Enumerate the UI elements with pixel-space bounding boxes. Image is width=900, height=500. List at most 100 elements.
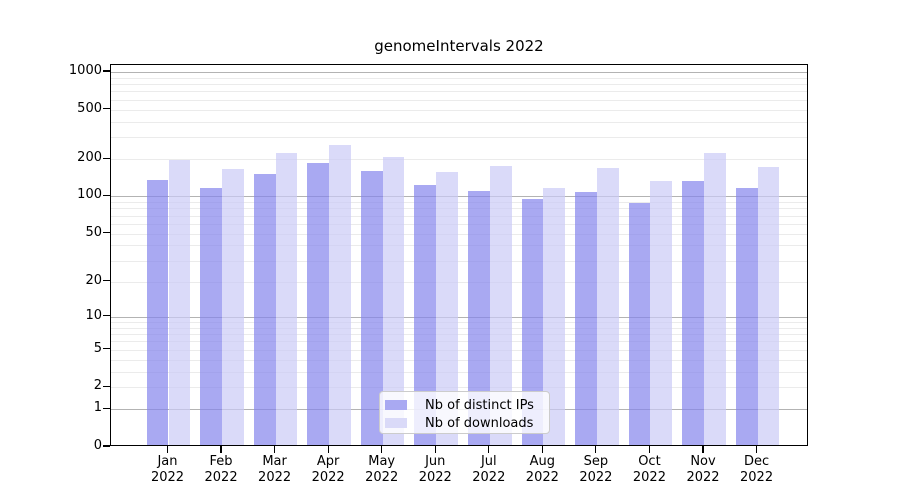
x-tick-label-jul: Jul 2022 [472, 454, 506, 485]
gridline-800 [111, 84, 807, 86]
y-tick-mark [103, 157, 110, 159]
gridline-600 [111, 99, 807, 101]
x-tick-mark [648, 446, 651, 453]
bar-distinct-ips-dec [735, 187, 758, 445]
bar-distinct-ips-aug [521, 198, 544, 445]
y-tick-mark [103, 445, 110, 447]
y-tick-label-5: 5 [93, 340, 102, 356]
y-tick-label-1000: 1000 [68, 62, 102, 78]
bar-distinct-ips-jan [146, 179, 169, 445]
gridline-70 [111, 215, 807, 217]
bar-downloads-aug [543, 188, 566, 445]
bar-downloads-apr [329, 145, 351, 445]
x-tick-label-jun: Jun 2022 [418, 454, 452, 485]
y-tick-label-50: 50 [85, 224, 102, 240]
x-tick-label-sep: Sep 2022 [579, 454, 613, 485]
plot-area [110, 64, 808, 446]
x-tick-label-feb: Feb 2022 [204, 454, 238, 485]
gridline-700 [111, 91, 807, 93]
y-tick-label-1: 1 [93, 400, 102, 416]
gridline-40 [111, 245, 807, 247]
bar-downloads-jul [489, 165, 512, 445]
gridline-1000 [111, 71, 807, 73]
bar-downloads-mar [275, 152, 298, 445]
y-tick-label-0: 0 [93, 438, 102, 453]
gridline-60 [111, 223, 807, 225]
x-tick-mark [220, 446, 222, 453]
y-tick-mark [103, 231, 110, 234]
y-tick-label-200: 200 [77, 150, 102, 166]
bar-downloads-jan [168, 160, 191, 445]
bar-distinct-ips-sep [575, 192, 597, 445]
gridline-50 [111, 233, 807, 235]
bar-downloads-oct [650, 181, 673, 445]
bar-downloads-feb [222, 169, 244, 445]
bar-downloads-sep [596, 168, 619, 445]
legend-row-downloads: Nb of downloads [385, 415, 534, 431]
x-tick-label-aug: Aug 2022 [525, 454, 559, 485]
x-tick-mark [488, 446, 490, 453]
y-tick-label-2: 2 [93, 378, 102, 394]
x-tick-label-mar: Mar 2022 [258, 454, 292, 485]
x-tick-mark [327, 446, 329, 453]
bar-distinct-ips-jul [468, 190, 490, 445]
x-tick-label-dec: Dec 2022 [740, 454, 774, 485]
bar-distinct-ips-apr [307, 163, 330, 445]
x-tick-label-apr: Apr 2022 [311, 454, 345, 485]
gridline-7 [111, 334, 807, 336]
gridline-8 [111, 327, 807, 329]
bar-downloads-nov [704, 152, 726, 445]
x-tick-mark [166, 446, 169, 453]
bar-downloads-may [382, 157, 405, 445]
gridline-4 [111, 359, 807, 361]
gridline-2 [111, 387, 807, 389]
y-tick-label-500: 500 [77, 100, 102, 116]
gridline-300 [111, 137, 807, 139]
gridline-900 [111, 77, 807, 79]
gridline-30 [111, 260, 807, 262]
bar-distinct-ips-feb [200, 187, 223, 445]
y-tick-mark [103, 280, 110, 282]
y-tick-mark [103, 194, 110, 197]
y-tick-mark [103, 407, 110, 409]
legend-swatch-distinct-ips [385, 400, 407, 410]
x-tick-mark [274, 446, 276, 453]
y-tick-mark [103, 107, 110, 110]
gridline-9 [111, 322, 807, 323]
legend-row-distinct-ips: Nb of distinct IPs [385, 398, 534, 413]
bar-distinct-ips-mar [253, 174, 276, 445]
gridline-5 [111, 349, 807, 351]
x-tick-label-nov: Nov 2022 [686, 454, 720, 485]
gridline-400 [111, 121, 807, 123]
gridline-20 [111, 281, 807, 283]
x-tick-label-may: May 2022 [365, 454, 399, 485]
gridline-3 [111, 371, 807, 373]
x-tick-mark [434, 446, 436, 453]
x-tick-mark [595, 446, 597, 453]
bar-distinct-ips-oct [628, 202, 651, 445]
x-tick-label-jan: Jan 2022 [150, 454, 185, 485]
legend-label-downloads: Nb of downloads [425, 415, 534, 431]
bar-distinct-ips-nov [682, 180, 704, 445]
bar-distinct-ips-jun [414, 185, 437, 445]
chart-title: genomeIntervals 2022 [374, 37, 544, 55]
bar-distinct-ips-may [360, 170, 383, 445]
y-tick-mark [103, 348, 110, 350]
x-tick-mark [702, 446, 704, 453]
y-tick-mark [103, 70, 110, 72]
bar-downloads-jun [436, 171, 459, 445]
y-tick-label-100: 100 [77, 187, 102, 203]
gridline-90 [111, 202, 807, 204]
x-tick-mark [755, 446, 758, 453]
gridline-200 [111, 159, 807, 161]
x-tick-mark [381, 446, 383, 453]
gridline-6 [111, 341, 807, 343]
gridline-100 [111, 196, 807, 198]
y-tick-label-20: 20 [85, 272, 102, 288]
x-tick-label-oct: Oct 2022 [632, 454, 666, 485]
gridline-80 [111, 208, 807, 210]
y-tick-label-10: 10 [85, 307, 102, 323]
x-tick-mark [541, 446, 543, 453]
y-tick-mark [103, 385, 110, 387]
